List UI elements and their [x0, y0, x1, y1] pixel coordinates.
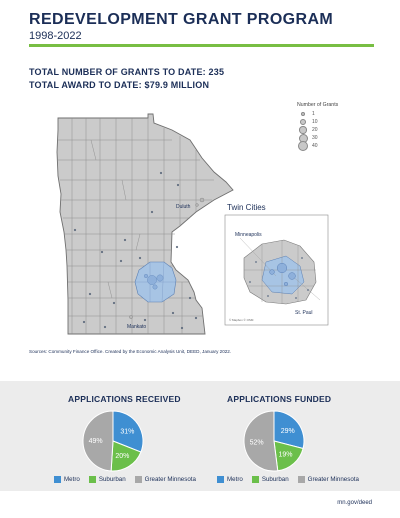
- duluth-label: Duluth: [176, 204, 191, 210]
- county-boundaries: [57, 118, 214, 334]
- total-award-stat: TOTAL AWARD TO DATE: $79.9 MILLION: [29, 80, 210, 90]
- state-outline: [56, 113, 234, 335]
- charts-panel: [0, 381, 400, 491]
- legend-item-greater-mn: Greater Minnesota: [134, 476, 196, 483]
- received-chart-title: APPLICATIONS RECEIVED: [68, 394, 181, 404]
- legend-row: 1: [297, 110, 338, 118]
- greater-mn-swatch: [297, 476, 305, 483]
- total-grants-stat: TOTAL NUMBER OF GRANTS TO DATE: 235: [29, 67, 225, 77]
- title-divider: [29, 44, 374, 47]
- grant-markers: [73, 171, 205, 330]
- legend-row: 20: [297, 126, 338, 134]
- legend-circle: [299, 126, 307, 134]
- legend-item-suburban: Suburban: [251, 476, 289, 483]
- minneapolis-label: Minneapolis: [235, 232, 262, 238]
- legend-circle: [298, 141, 308, 151]
- legend-label: Suburban: [98, 476, 126, 483]
- legend-value: 20: [312, 127, 318, 133]
- legend-label: Greater Minnesota: [144, 476, 196, 483]
- legend-row: 40: [297, 141, 338, 151]
- source-note: Sources: Community Finance Office. Creat…: [29, 349, 232, 354]
- metro-swatch: [54, 476, 61, 483]
- suburban-swatch: [251, 476, 259, 483]
- page-subtitle: 1998-2022: [29, 30, 82, 42]
- legend-circle: [301, 112, 305, 116]
- map-credit: © Mapbox © OSM: [229, 318, 254, 322]
- legend-value: 40: [312, 143, 318, 149]
- funded-legend: Metro Suburban Greater Minnesota: [217, 476, 368, 483]
- legend-row: 10: [297, 118, 338, 126]
- legend-label: Suburban: [261, 476, 289, 483]
- legend-label: Metro: [64, 476, 80, 483]
- minnesota-map: Duluth Mankato Minneapolis St. Paul: [56, 113, 329, 335]
- legend-value: 10: [312, 119, 318, 125]
- twin-cities-inset: Minneapolis St. Paul © Mapbox © OSM: [224, 214, 329, 326]
- legend-item-metro: Metro: [54, 476, 80, 483]
- legend-circle: [300, 119, 306, 125]
- legend-value: 1: [312, 111, 315, 117]
- legend-value: 30: [312, 135, 318, 141]
- mankato-label: Mankato: [127, 324, 146, 330]
- st-paul-label: St. Paul: [295, 310, 313, 316]
- greater-mn-swatch: [134, 476, 142, 483]
- footer-url: mn.gov/deed: [337, 500, 372, 506]
- legend-item-metro: Metro: [217, 476, 243, 483]
- legend-label: Metro: [227, 476, 243, 483]
- metro-swatch: [217, 476, 224, 483]
- legend-item-greater-mn: Greater Minnesota: [297, 476, 359, 483]
- funded-chart-title: APPLICATIONS FUNDED: [227, 394, 332, 404]
- legend-item-suburban: Suburban: [88, 476, 126, 483]
- legend-title: Number of Grants: [297, 102, 339, 108]
- map-legend: Number of Grants 1 10 20 30 40: [297, 102, 339, 151]
- legend-label: Greater Minnesota: [307, 476, 359, 483]
- suburban-swatch: [88, 476, 96, 483]
- received-legend: Metro Suburban Greater Minnesota: [54, 476, 205, 483]
- page-title: REDEVELOPMENT GRANT PROGRAM: [29, 11, 334, 28]
- inset-title: Twin Cities: [227, 203, 266, 212]
